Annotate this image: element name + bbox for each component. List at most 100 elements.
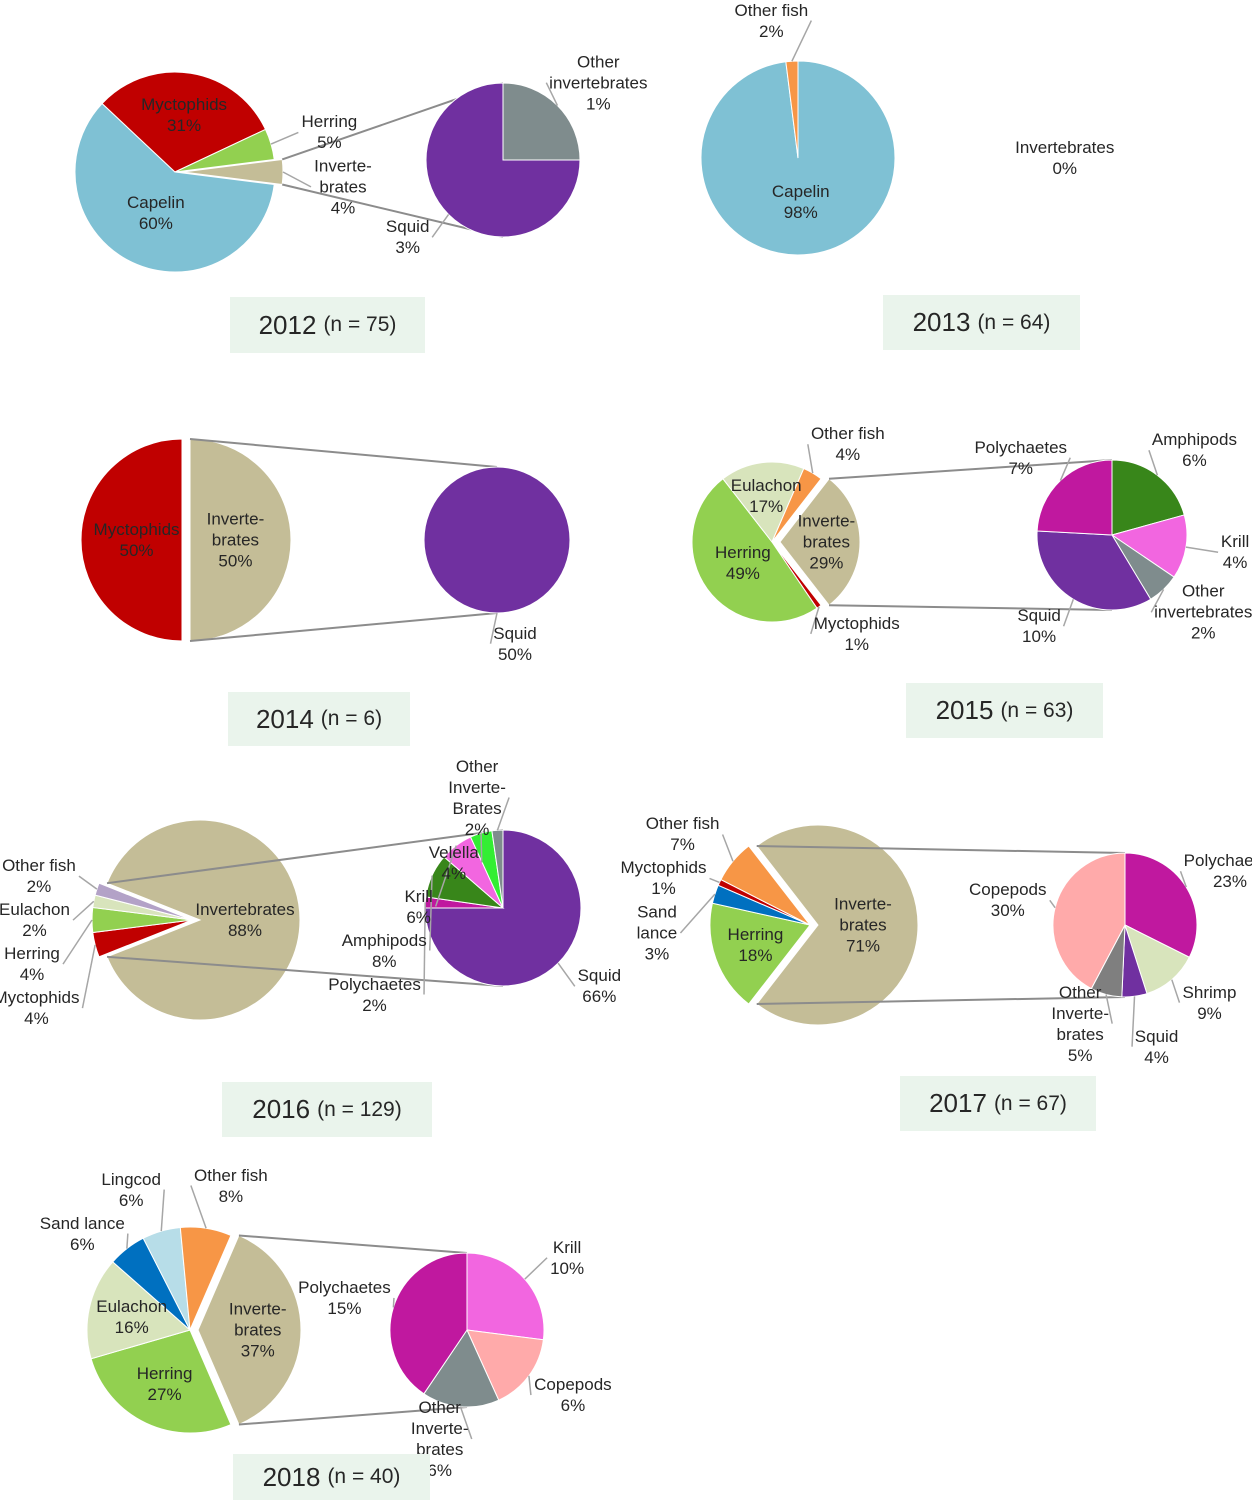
connector-line (238, 1234, 468, 1254)
slice-label: Shrimp 9% (1183, 982, 1237, 1024)
slice-name: Amphipods (341, 930, 427, 950)
slice-name: Myctophids (93, 520, 180, 539)
slice-name: Velella (428, 842, 479, 862)
pie-slice (771, 467, 822, 543)
pie-slice (197, 1234, 302, 1426)
leader-line (721, 834, 734, 862)
slice-value-label: 49% (725, 564, 760, 584)
connector-line (106, 955, 504, 987)
pie-slice (86, 1261, 192, 1360)
slice-name: Inverte- brates (834, 894, 892, 935)
slice-label: Amphipods 8% (342, 930, 427, 972)
slice-value-label: 5% (317, 133, 342, 153)
chart-title-box: 2018 (n = 40) (233, 1454, 430, 1500)
slice-name: Eulachon (0, 900, 70, 920)
connector-line (189, 438, 498, 468)
slice-value-label: 60% (138, 213, 173, 233)
leader-line (1059, 457, 1071, 481)
slice-value-label: 50% (218, 551, 253, 571)
leader-line (431, 214, 450, 238)
pie-slice (106, 819, 301, 1021)
slice-value-label: 3% (644, 944, 670, 964)
slice-name: Squid (493, 623, 537, 643)
slice-name: Eulachon (730, 475, 802, 495)
pie-slice (189, 438, 292, 642)
slice-label: Krill 4% (1221, 531, 1249, 573)
slice-label: Lingcod 6% (101, 1169, 161, 1211)
pie-slice (1036, 530, 1152, 611)
slice-name: Capelin (771, 181, 830, 201)
leader-line (1049, 899, 1056, 909)
chart-title-box: 2016 (n = 129) (222, 1082, 432, 1137)
slice-value-label: 4% (1222, 553, 1248, 573)
slice-label: Myctophids 1% (621, 857, 707, 899)
slice-name: Amphipods (1151, 430, 1237, 450)
slice-label: Myctophids 31% (141, 94, 227, 136)
pie-slice (182, 158, 284, 186)
slice-name: Other fish (194, 1165, 268, 1185)
leader-line (524, 1257, 548, 1280)
slice-value-label: 6% (560, 1396, 586, 1416)
slice-name: Sand lance (636, 902, 678, 943)
leader-line (545, 82, 559, 106)
leader-line (557, 962, 576, 987)
leader-line (709, 877, 720, 884)
leader-line (78, 875, 98, 890)
pie-slice (94, 882, 193, 921)
slice-name: Krill (404, 886, 433, 906)
leader-line (1131, 996, 1136, 1047)
slice-label: Herring 27% (137, 1363, 193, 1405)
slice-name: Squid (385, 217, 430, 237)
leader-line (679, 893, 716, 934)
pie-slice (80, 438, 183, 642)
slice-label: Eulachon 17% (731, 475, 802, 517)
slice-value-label: 98% (783, 202, 818, 222)
slice-label: Capelin 98% (772, 181, 830, 223)
pie-slice (779, 478, 861, 606)
slice-label: Capelin 60% (127, 192, 185, 234)
slice-value-label: 6% (427, 1460, 453, 1480)
chart-title: 2015 (935, 695, 994, 725)
chart-subtitle: (n = 64) (977, 310, 1051, 334)
leader-line (1148, 449, 1159, 476)
slice-label: Polychaetes 15% (298, 1277, 391, 1319)
pie-slice (722, 461, 805, 543)
slice-value-label: 0% (1052, 159, 1078, 178)
slice-label: Herring 4% (4, 943, 60, 985)
leader-line (434, 845, 457, 907)
slice-name: Herring (301, 112, 358, 132)
slice-value-label: 8% (218, 1186, 244, 1206)
slice-label: Other Inverte- Brates 2% (448, 756, 506, 840)
slice-value-label: 1% (844, 634, 870, 654)
leader-line (1062, 599, 1075, 627)
slice-value-label: 4% (835, 445, 861, 465)
slice-label: Myctophids 1% (814, 613, 900, 655)
slice-label: Other fish 2% (2, 855, 76, 897)
slice-name: Eulachon (96, 1296, 168, 1316)
slice-label: Krill 6% (404, 886, 432, 928)
slice-name: Other invertebrates (549, 52, 648, 93)
slice-name: Squid (577, 966, 622, 986)
connector-line (189, 612, 498, 642)
chart-title-box: 2017 (n = 67) (900, 1076, 1096, 1131)
slice-name: Squid (1134, 1026, 1179, 1046)
slice-name: Shrimp (1182, 982, 1237, 1002)
slice-label: Other fish 4% (811, 423, 885, 465)
slice-label: Other invertebrates 2% (1154, 581, 1252, 644)
slice-value-label: 88% (227, 921, 263, 940)
chart-title: 2012 (258, 309, 317, 340)
slice-name: Myctophids (141, 94, 228, 114)
slice-label: Herring 5% (301, 111, 357, 153)
slice-name: Other fish (734, 0, 809, 20)
slice-label: Krill 10% (550, 1237, 584, 1279)
slice-value-label: 4% (1144, 1047, 1169, 1067)
leader-line (190, 1185, 207, 1229)
leader-line (72, 900, 95, 921)
slice-name: Inverte- brates (206, 509, 265, 550)
slice-label: Polychaetes 2% (328, 974, 421, 1016)
slice-name: Myctophids (620, 858, 707, 878)
pie-slice (709, 902, 811, 1005)
slice-label: Other fish 7% (646, 813, 720, 855)
